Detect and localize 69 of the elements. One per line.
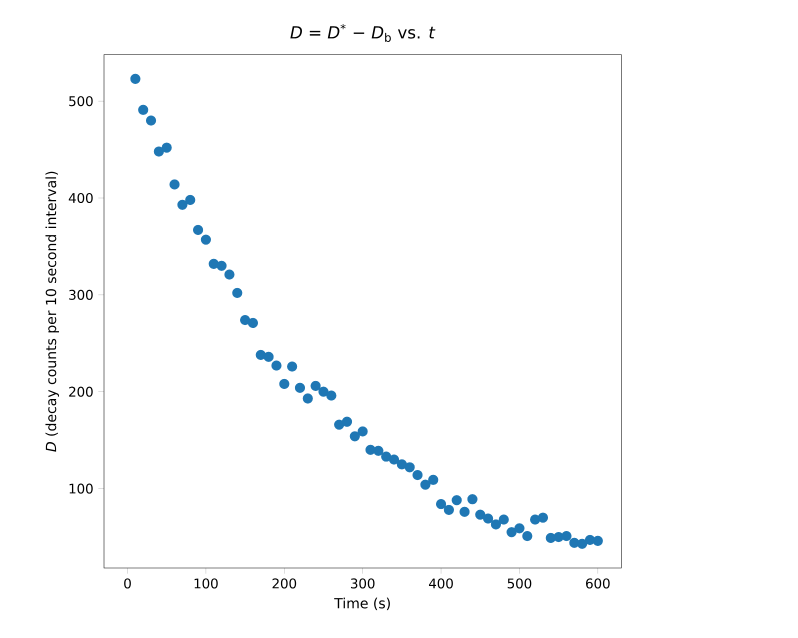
- point: [538, 512, 548, 523]
- x-tick-label: 400: [428, 578, 453, 588]
- x-tick-label: 300: [350, 578, 375, 588]
- x-tick-label: 0: [124, 578, 131, 588]
- point: [396, 459, 407, 470]
- point: [561, 530, 572, 542]
- x-tick-label: 200: [272, 578, 296, 588]
- point: [264, 352, 274, 362]
- chart-title: D = D$^{*}$ − D$_{b}$ vs. t: [290, 24, 436, 42]
- x-tick-label: 600: [586, 578, 610, 588]
- point: [310, 380, 321, 391]
- point: [342, 416, 352, 427]
- point: [514, 523, 525, 534]
- point: [436, 499, 446, 510]
- point: [279, 378, 290, 390]
- point: [381, 452, 392, 462]
- point: [130, 74, 140, 84]
- point: [490, 519, 501, 530]
- point: [577, 538, 588, 549]
- point: [498, 514, 509, 525]
- point: [200, 234, 211, 245]
- x-tick-label: 500: [508, 578, 532, 588]
- y-tick-label: 500: [69, 96, 93, 106]
- point: [302, 393, 313, 404]
- point: [216, 260, 227, 271]
- point: [592, 536, 603, 546]
- point: [271, 360, 282, 371]
- point: [326, 390, 336, 401]
- point: [444, 504, 454, 515]
- point: [294, 382, 306, 393]
- point: [506, 527, 517, 538]
- x-axis-title: Time (s): [334, 598, 390, 610]
- point: [420, 480, 430, 490]
- point: [412, 470, 423, 480]
- point: [467, 494, 478, 504]
- point: [373, 446, 384, 456]
- point: [154, 146, 164, 157]
- point: [138, 104, 148, 115]
- point: [358, 426, 368, 436]
- point: [452, 495, 462, 506]
- point: [522, 530, 532, 542]
- y-tick-label: 200: [69, 386, 93, 397]
- point: [248, 318, 258, 328]
- point: [169, 179, 180, 190]
- point: [256, 350, 266, 360]
- point: [350, 431, 360, 442]
- point: [404, 462, 415, 472]
- x-tick-label: 100: [194, 578, 218, 588]
- point: [318, 386, 329, 397]
- y-tick-label: 400: [68, 192, 93, 204]
- point: [287, 361, 298, 372]
- point: [428, 474, 438, 485]
- point: [192, 224, 204, 236]
- point: [388, 454, 400, 465]
- point: [146, 115, 156, 126]
- point: [240, 314, 250, 326]
- y-axis-title: D (decay counts per 10 second interval): [45, 172, 59, 452]
- point: [483, 514, 494, 524]
- point: [530, 514, 540, 525]
- y-tick-label: 100: [70, 484, 93, 494]
- point: [185, 194, 196, 206]
- point: [475, 510, 486, 520]
- point: [232, 288, 242, 298]
- point: [177, 200, 188, 210]
- y-tick-label: 300: [69, 290, 93, 300]
- point: [334, 420, 344, 430]
- point: [162, 142, 172, 153]
- point: [460, 506, 470, 517]
- point: [224, 269, 234, 280]
